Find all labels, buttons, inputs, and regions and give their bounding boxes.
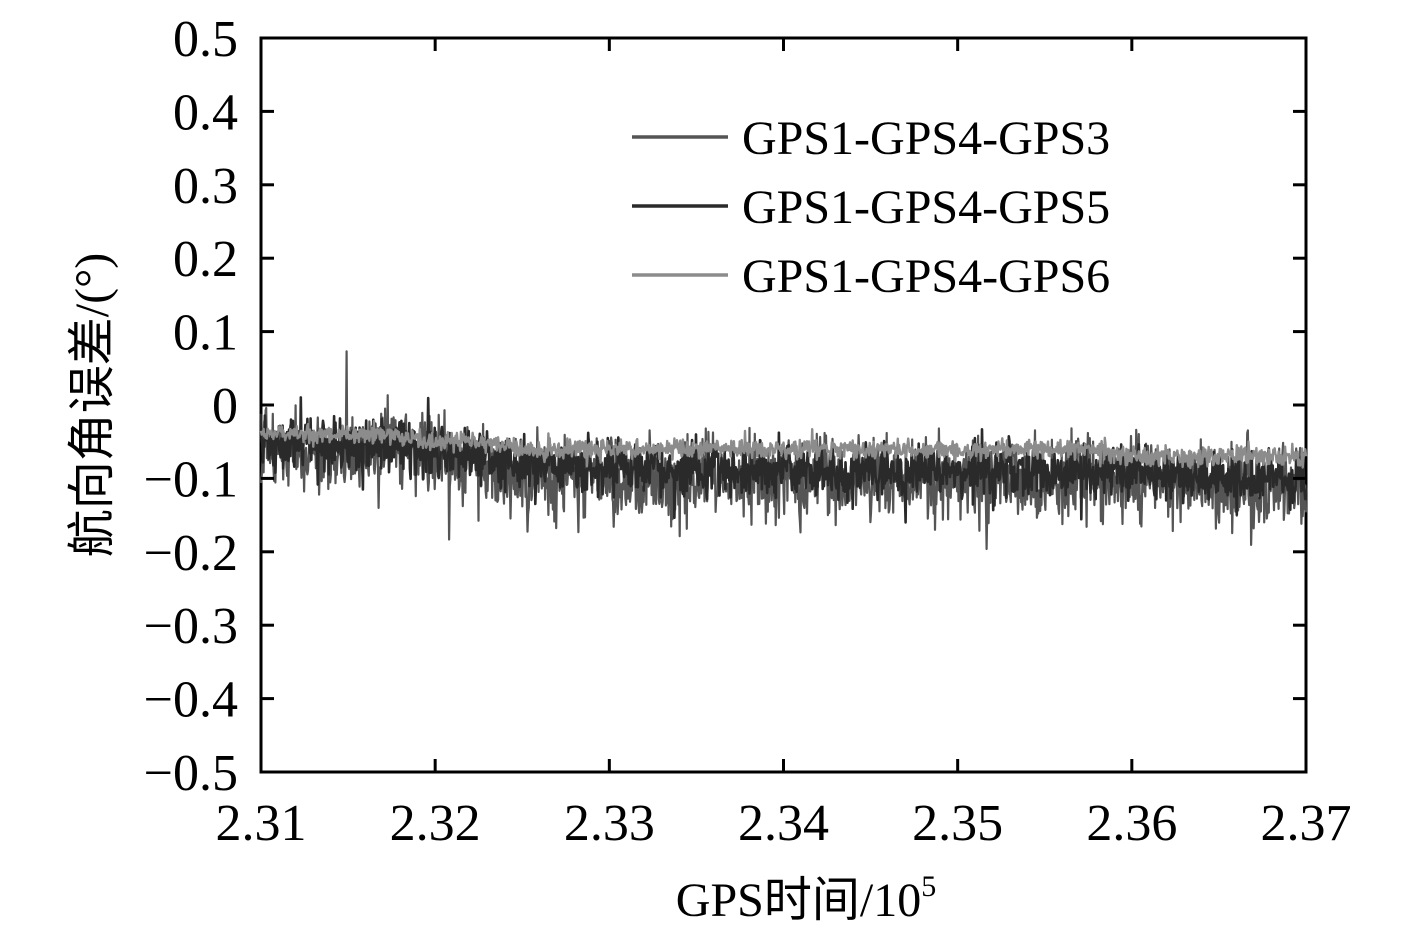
y-tick-label: −0.2 — [144, 525, 238, 582]
x-tick-label: 2.34 — [738, 795, 829, 852]
legend-label: GPS1-GPS4-GPS3 — [742, 112, 1110, 165]
x-axis-title-text: GPS时间/10 — [676, 874, 921, 927]
y-tick-label: −0.5 — [144, 745, 238, 802]
y-tick-label: −0.4 — [144, 672, 238, 729]
y-tick-labels: 0.5 0.4 0.3 0.2 0.1 0 −0.1 −0.2 −0.3 −0.4 −0.5 — [144, 11, 238, 802]
x-tick-label: 2.36 — [1086, 795, 1177, 852]
series-line-3 — [259, 419, 1308, 470]
legend-label: GPS1-GPS4-GPS5 — [742, 181, 1110, 234]
plot-area — [259, 36, 1308, 774]
x-tick-label: 2.31 — [216, 795, 307, 852]
legend-label: GPS1-GPS4-GPS6 — [742, 250, 1110, 303]
y-tick-label: 0.3 — [173, 158, 238, 215]
series-layer — [259, 350, 1308, 551]
tick-marks — [261, 38, 1306, 772]
x-tick-label: 2.33 — [564, 795, 655, 852]
y-tick-label: −0.1 — [144, 451, 238, 508]
y-axis-title: 航向角误差/(°) — [66, 253, 119, 558]
x-tick-label: 2.35 — [912, 795, 1003, 852]
y-tick-label: −0.3 — [144, 598, 238, 655]
legend: GPS1-GPS4-GPS3 GPS1-GPS4-GPS5 GPS1-GPS4-GP… — [632, 112, 1110, 303]
y-tick-label: 0 — [212, 378, 238, 435]
x-tick-label: 2.32 — [390, 795, 481, 852]
x-axis-title: GPS时间/105 — [676, 870, 936, 927]
y-tick-label: 0.5 — [173, 11, 238, 68]
x-axis-title-exponent: 5 — [921, 870, 936, 903]
x-tick-label: 2.37 — [1261, 795, 1352, 852]
y-tick-label: 0.2 — [173, 231, 238, 288]
series-line-2 — [259, 396, 1308, 524]
y-tick-label: 0.1 — [173, 305, 238, 362]
x-tick-labels: 2.31 2.32 2.33 2.34 2.35 2.36 2.37 — [216, 795, 1352, 852]
y-tick-label: 0.4 — [173, 84, 238, 141]
